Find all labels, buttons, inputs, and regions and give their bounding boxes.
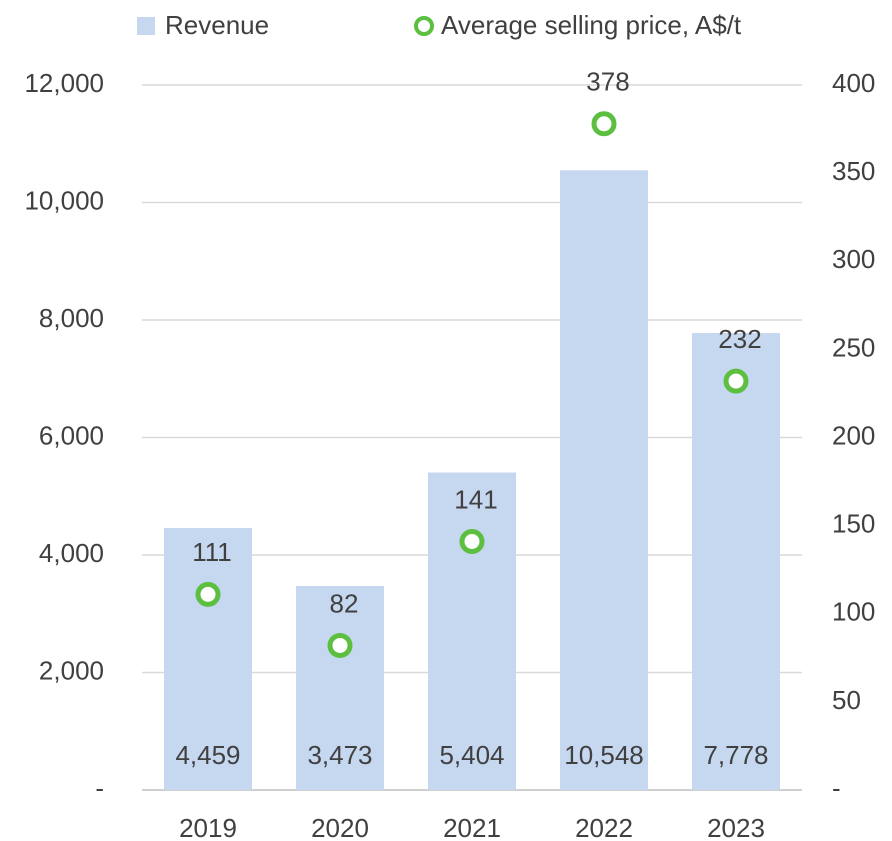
y-tick-label: 10,000 <box>24 185 104 215</box>
bar <box>296 585 384 790</box>
legend-marker <box>414 16 434 36</box>
bar <box>428 472 516 790</box>
y2-tick-label: 350 <box>832 156 875 186</box>
x-tick-label: 2020 <box>311 813 369 841</box>
x-tick-label: 2022 <box>575 813 633 841</box>
y-tick-label: 6,000 <box>39 420 104 450</box>
bar-value-label: 3,473 <box>307 740 372 770</box>
bar <box>560 170 648 790</box>
bar <box>692 333 780 790</box>
price-marker <box>723 368 749 394</box>
price-value-label: 141 <box>454 484 497 514</box>
legend-label: Average selling price, A$/t <box>441 10 742 40</box>
y2-tick-label: 400 <box>832 68 875 98</box>
y-tick-label: - <box>95 773 104 803</box>
y-tick-label: 4,000 <box>39 538 104 568</box>
x-tick-label: 2019 <box>179 813 237 841</box>
y2-tick-label: 300 <box>832 244 875 274</box>
legend-label: Revenue <box>165 10 269 40</box>
y-tick-label: 2,000 <box>39 655 104 685</box>
y2-tick-label: 200 <box>832 420 875 450</box>
bar-value-label: 4,459 <box>175 740 240 770</box>
price-value-label: 111 <box>192 537 232 567</box>
price-value-label: 232 <box>718 324 761 354</box>
bar-value-label: 5,404 <box>439 740 504 770</box>
price-marker <box>591 111 617 137</box>
y2-tick-label: 50 <box>832 685 861 715</box>
bar-value-label: 7,778 <box>703 740 768 770</box>
price-marker <box>195 581 221 607</box>
legend-swatch <box>137 17 155 35</box>
y-tick-label: 8,000 <box>39 303 104 333</box>
bar-value-label: 10,548 <box>564 740 644 770</box>
x-tick-label: 2023 <box>707 813 765 841</box>
y2-tick-label: 150 <box>832 509 875 539</box>
y2-tick-label: 250 <box>832 332 875 362</box>
y2-tick-label: 100 <box>832 597 875 627</box>
bar <box>164 528 252 790</box>
y-tick-label: 12,000 <box>24 68 104 98</box>
y2-tick-label: - <box>832 773 841 803</box>
price-marker <box>459 528 485 554</box>
price-value-label: 378 <box>586 67 629 97</box>
price-marker <box>327 632 353 658</box>
price-value-label: 82 <box>330 588 359 618</box>
x-tick-label: 2021 <box>443 813 501 841</box>
